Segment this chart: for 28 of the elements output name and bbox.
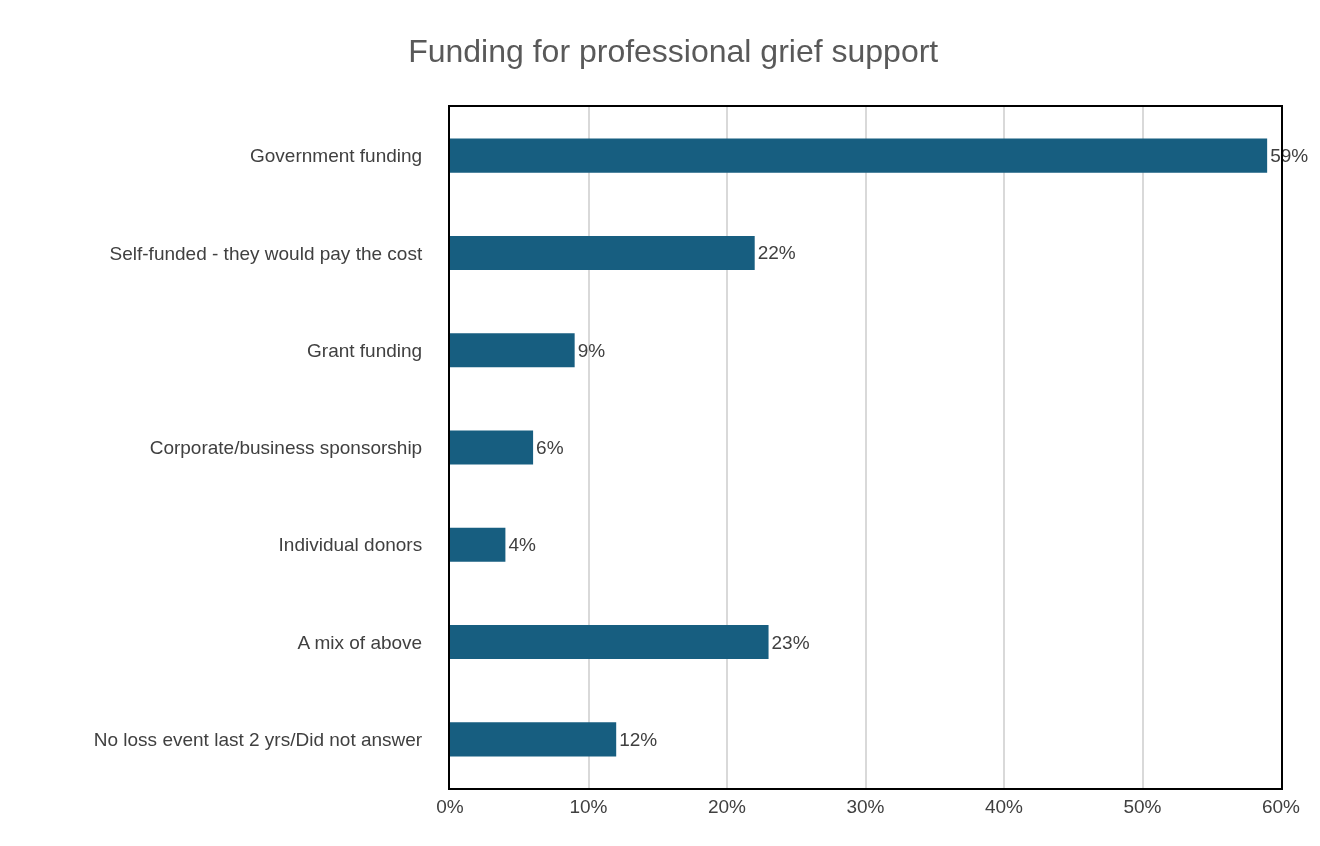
data-label: 9% xyxy=(577,339,606,361)
x-tick-label: 30% xyxy=(846,795,885,817)
y-tick-label: Government funding xyxy=(250,145,423,167)
y-tick-label: Grant funding xyxy=(307,339,423,361)
bar xyxy=(450,430,534,465)
data-label: 6% xyxy=(536,437,564,459)
data-label: 22% xyxy=(757,242,796,264)
y-tick-label: Corporate/business sponsorship xyxy=(149,437,423,459)
x-tick-label: 60% xyxy=(1261,795,1301,817)
y-tick-label: No loss event last 2 yrs/Did not answer xyxy=(93,729,423,751)
data-label: 12% xyxy=(619,728,658,750)
y-tick-label: Individual donors xyxy=(278,534,423,556)
bar xyxy=(450,235,755,270)
y-tick-label: A mix of above xyxy=(297,631,423,653)
x-tick-label: 20% xyxy=(707,795,747,817)
x-tick-label: 40% xyxy=(984,795,1024,817)
x-tick-label: 0% xyxy=(436,795,464,817)
y-tick-label: Self-funded - they would pay the cost xyxy=(109,242,423,264)
bar xyxy=(450,138,1268,173)
bar xyxy=(450,333,575,368)
data-label: 23% xyxy=(771,631,810,653)
x-tick-label: 50% xyxy=(1123,795,1162,817)
bar xyxy=(450,527,506,562)
data-label: 4% xyxy=(508,534,536,556)
chart-title: Funding for professional grief support xyxy=(408,32,939,69)
bar xyxy=(450,625,769,660)
x-tick-label: 10% xyxy=(569,795,608,817)
bar xyxy=(450,722,617,757)
